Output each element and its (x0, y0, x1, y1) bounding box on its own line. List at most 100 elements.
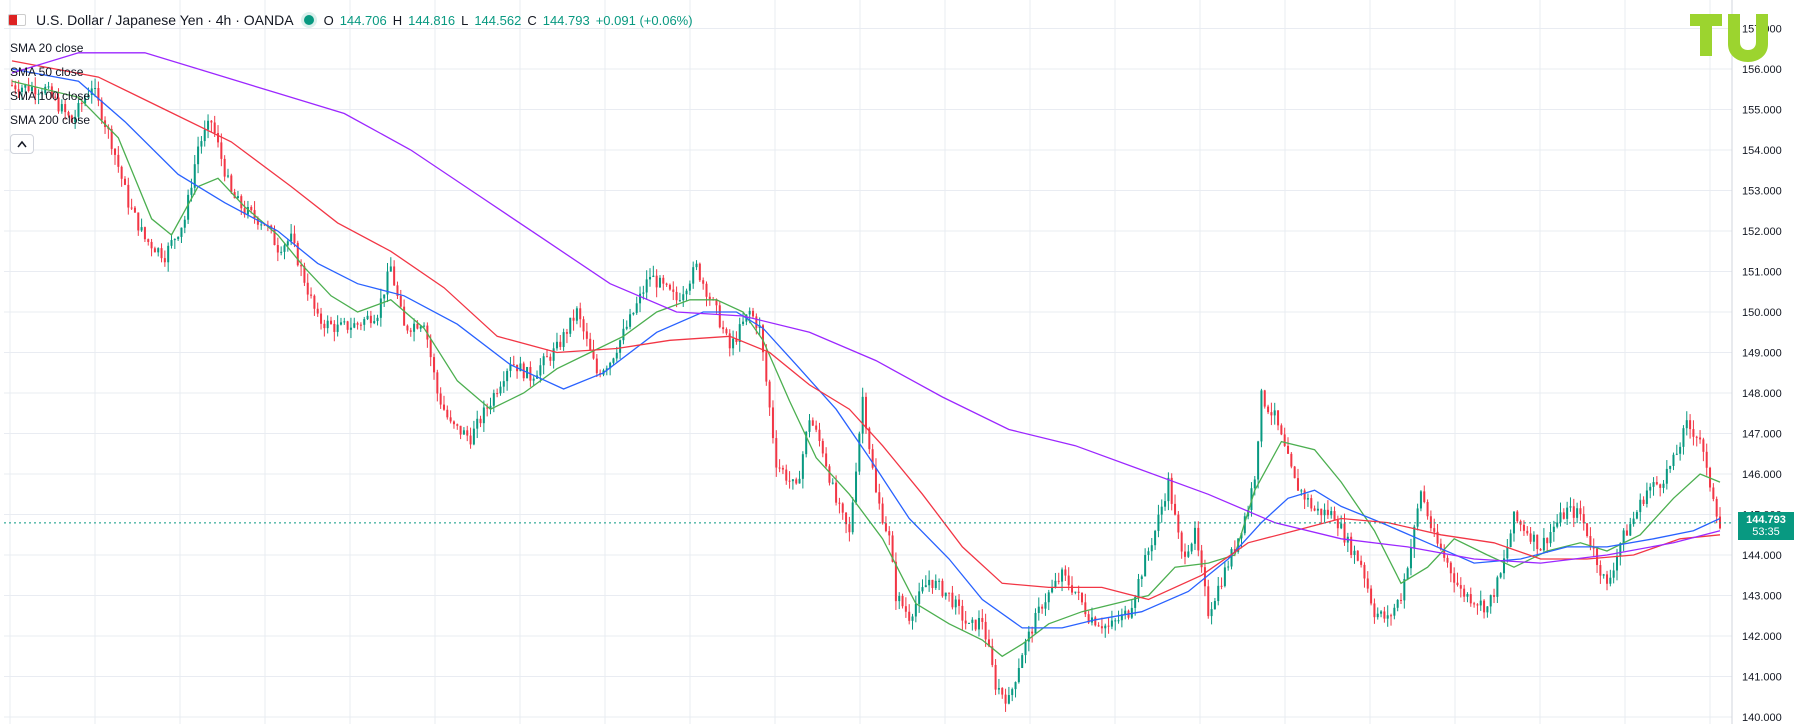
candle-body (449, 417, 452, 422)
candle-body (353, 323, 356, 328)
candle-body (765, 352, 768, 382)
candle-body (958, 599, 961, 606)
candle-body (1559, 512, 1562, 523)
candle-body (1522, 524, 1525, 531)
y-tick-label: 153.000 (1742, 186, 1782, 198)
candle-body (1599, 565, 1602, 576)
candle-body (678, 300, 681, 302)
candle-body (1396, 599, 1399, 608)
candle-body (1403, 578, 1406, 601)
candle-body (1619, 543, 1622, 557)
candle-body (339, 322, 342, 325)
candle-body (1699, 437, 1702, 440)
candle-body (263, 224, 266, 226)
collapse-legend-button[interactable] (10, 134, 34, 154)
candle-body (519, 363, 522, 372)
candle-body (436, 372, 439, 394)
sma50-line (11, 68, 1721, 629)
candle-body (1220, 585, 1223, 587)
candle-body (1509, 533, 1512, 548)
candle-body (1463, 588, 1466, 597)
price-axis[interactable]: 140.000141.000142.000143.000144.000145.0… (1731, 0, 1782, 724)
candle-body (1453, 573, 1456, 583)
symbol-title[interactable]: U.S. Dollar / Japanese Yen · 4h · OANDA (36, 12, 294, 28)
candle-body (569, 317, 572, 334)
candle-body (240, 196, 243, 209)
candle-body (40, 93, 43, 95)
candle-body (1004, 694, 1007, 704)
candle-body (163, 258, 166, 263)
candle-body (685, 290, 688, 295)
candle-body (941, 580, 944, 597)
candle-body (732, 338, 735, 349)
candle-body (1047, 592, 1050, 603)
candle-body (1366, 578, 1369, 589)
candle-body (469, 435, 472, 445)
candle-body (1556, 522, 1559, 527)
candle-body (1167, 477, 1170, 502)
candle-body (1562, 512, 1565, 519)
candle-body (57, 97, 60, 112)
candle-body (1067, 575, 1070, 586)
candle-body (200, 141, 203, 147)
candle-body (1037, 606, 1040, 613)
candle-body (167, 245, 170, 263)
candle-body (1174, 503, 1177, 515)
candle-body (848, 524, 851, 533)
candle-body (1180, 532, 1183, 552)
candle-body (612, 358, 615, 363)
candle-body (798, 478, 801, 484)
candle-body (97, 88, 100, 101)
candle-body (306, 282, 309, 295)
candle-body (702, 280, 705, 284)
candle-body (472, 428, 475, 445)
grid (4, 0, 1732, 724)
candle-body (838, 502, 841, 504)
legend-sma200[interactable]: SMA 200 close (10, 113, 91, 127)
last-price-label: 144.793 53:35 (1738, 511, 1794, 540)
candle-body (755, 316, 758, 328)
candle-body (1333, 511, 1336, 520)
candle-body (190, 187, 193, 195)
candle-body (619, 340, 622, 353)
y-tick-label: 144.000 (1742, 550, 1782, 562)
legend-sma50[interactable]: SMA 50 close (10, 65, 84, 79)
candles (10, 77, 1722, 712)
candle-body (356, 323, 359, 325)
candle-body (296, 242, 299, 266)
candle-body (808, 420, 811, 432)
candle-body (752, 310, 755, 317)
y-tick-label: 140.000 (1742, 712, 1782, 724)
candle-body (423, 325, 426, 327)
candle-body (1712, 487, 1715, 499)
candle-body (1399, 599, 1403, 601)
candle-body (433, 357, 436, 373)
candle-body (562, 332, 565, 347)
candle-body (283, 245, 286, 252)
candle-body (1190, 543, 1193, 552)
candle-body (1306, 498, 1309, 500)
candle-body (1154, 530, 1157, 546)
candle-body (226, 175, 229, 177)
high-label: H (392, 12, 403, 28)
legend-sma100[interactable]: SMA 100 close (10, 89, 91, 103)
candle-body (303, 266, 306, 283)
candle-body (672, 289, 675, 292)
legend-sma20[interactable]: SMA 20 close (10, 41, 84, 55)
candle-body (1353, 550, 1356, 555)
y-tick-label: 141.000 (1742, 672, 1782, 684)
candle-body (1094, 617, 1097, 626)
candle-body (1689, 420, 1692, 430)
candle-body (997, 687, 1000, 690)
candle-body (153, 248, 156, 253)
symbol-header: U.S. Dollar / Japanese Yen · 4h · OANDA … (8, 8, 693, 32)
candle-body (492, 393, 495, 406)
open-value: 144.706 (339, 12, 387, 28)
candle-body (1635, 512, 1638, 519)
candle-body (1001, 687, 1004, 695)
candle-body (1486, 606, 1489, 613)
candle-body (346, 321, 349, 330)
candle-body (1572, 506, 1575, 518)
